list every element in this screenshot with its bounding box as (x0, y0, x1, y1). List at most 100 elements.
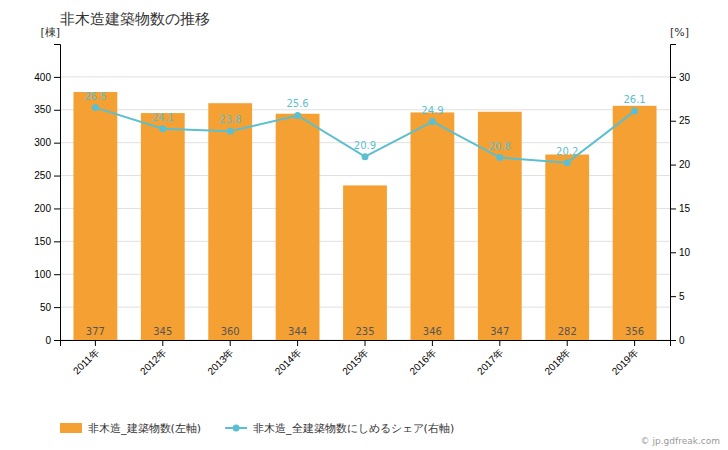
line-label: 24.1 (152, 112, 174, 123)
line (95, 108, 634, 163)
line-label: 26.1 (623, 94, 645, 105)
y2-tick: 30 (670, 72, 691, 83)
tick-label: 2013年 (205, 346, 236, 377)
tick-label: 10 (679, 247, 691, 258)
tick-mark (670, 165, 676, 166)
tick-mark (670, 208, 676, 209)
y2-tick: 0 (670, 335, 685, 346)
y2-tick: 15 (670, 203, 691, 214)
x-tick: 2019年 (610, 340, 641, 377)
axis-line (61, 341, 671, 347)
bar-label: 282 (558, 326, 577, 337)
tick-label: 100 (34, 269, 51, 280)
bar (276, 114, 320, 340)
data-labels: 37734536034423534634728235626.524.123.82… (84, 91, 645, 337)
point (92, 104, 99, 111)
line-label: 20.8 (489, 141, 511, 152)
tick-mark (297, 340, 298, 346)
tick-mark (499, 340, 500, 346)
tick-mark (567, 340, 568, 346)
tick-label: 2019年 (610, 346, 641, 377)
x-tick: 2018年 (542, 340, 573, 377)
legend-label: 非木造_全建築物数にしめるシェア(右軸) (253, 422, 454, 435)
y-tick: 100 (34, 269, 60, 280)
tick-mark (670, 77, 676, 78)
bar-label: 377 (86, 326, 105, 337)
line-label: 26.5 (84, 91, 106, 102)
point (429, 118, 436, 125)
tick-label: 400 (34, 72, 51, 83)
tick-label: 0 (45, 335, 51, 346)
bar (343, 185, 387, 340)
tick-mark (432, 340, 433, 346)
point (159, 125, 166, 132)
grid-line (60, 109, 670, 110)
tick-label: 2015年 (340, 346, 371, 377)
legend: 非木造_建築物数(左軸) 非木造_全建築物数にしめるシェア(右軸) (60, 422, 454, 435)
bar (208, 103, 252, 340)
x-tick: 2012年 (138, 340, 169, 377)
x-tick: 2015年 (340, 340, 371, 377)
bar-label: 356 (625, 326, 644, 337)
point (362, 153, 369, 160)
axis-line (671, 45, 677, 341)
tick-mark (54, 340, 60, 341)
line-label: 23.8 (219, 114, 241, 125)
bar-label: 346 (423, 326, 442, 337)
bar-label: 347 (490, 326, 509, 337)
legend-label: 非木造_建築物数(左軸) (88, 422, 201, 435)
tick-mark (670, 340, 676, 341)
tick-mark (634, 340, 635, 346)
point (496, 154, 503, 161)
point (564, 159, 571, 166)
bar (478, 112, 522, 340)
tick-label: 25 (679, 115, 691, 126)
bar (545, 155, 589, 340)
tick-mark (54, 77, 60, 78)
y2-axis-title: [%] (670, 26, 689, 39)
grid (60, 77, 670, 340)
y-axis-title: [棟] (40, 26, 60, 39)
tick-label: 50 (40, 302, 52, 313)
tick-label: 2017年 (475, 346, 506, 377)
grid-line (60, 76, 670, 77)
tick-mark (162, 340, 163, 346)
bar (73, 92, 117, 340)
y-tick: 50 (40, 302, 60, 313)
chart: 2011年2012年2013年2014年2015年2016年2017年2018年… (0, 0, 728, 450)
y-tick: 300 (34, 137, 60, 148)
tick-label: 30 (679, 72, 691, 83)
tick-mark (670, 121, 676, 122)
point (227, 128, 234, 135)
title: 非木造建築物数の推移 (60, 10, 210, 28)
x-tick: 2017年 (475, 340, 506, 377)
plot: 2011年2012年2013年2014年2015年2016年2017年2018年… (34, 45, 690, 377)
tick-mark (54, 274, 60, 275)
tick-mark (54, 208, 60, 209)
tick-label: 2018年 (542, 346, 573, 377)
tick-label: 2016年 (407, 346, 438, 377)
legend-swatch (60, 423, 82, 433)
point (294, 112, 301, 119)
line-label: 25.6 (286, 98, 308, 109)
tick-label: 5 (679, 291, 685, 302)
tick-mark (230, 340, 231, 346)
tick-label: 2011年 (71, 346, 101, 376)
axis-line (54, 45, 61, 341)
x-tick: 2011年 (71, 340, 101, 376)
line-label: 20.9 (354, 140, 376, 151)
tick-mark (365, 340, 366, 346)
tick-label: 150 (34, 236, 51, 247)
tick-mark (54, 307, 60, 308)
x-tick: 2016年 (407, 340, 438, 377)
tick-label: 20 (679, 159, 691, 170)
tick-label: 200 (34, 203, 51, 214)
y-tick: 200 (34, 203, 60, 214)
y2-axis: 0 5 10 15 20 25 30 (670, 45, 691, 346)
y2-tick: 20 (670, 159, 691, 170)
tick-mark (670, 252, 676, 253)
line-label: 24.9 (421, 105, 443, 116)
watermark: © jp.gdfreak.com (641, 436, 720, 446)
y-tick: 150 (34, 236, 60, 247)
tick-mark (54, 110, 60, 111)
